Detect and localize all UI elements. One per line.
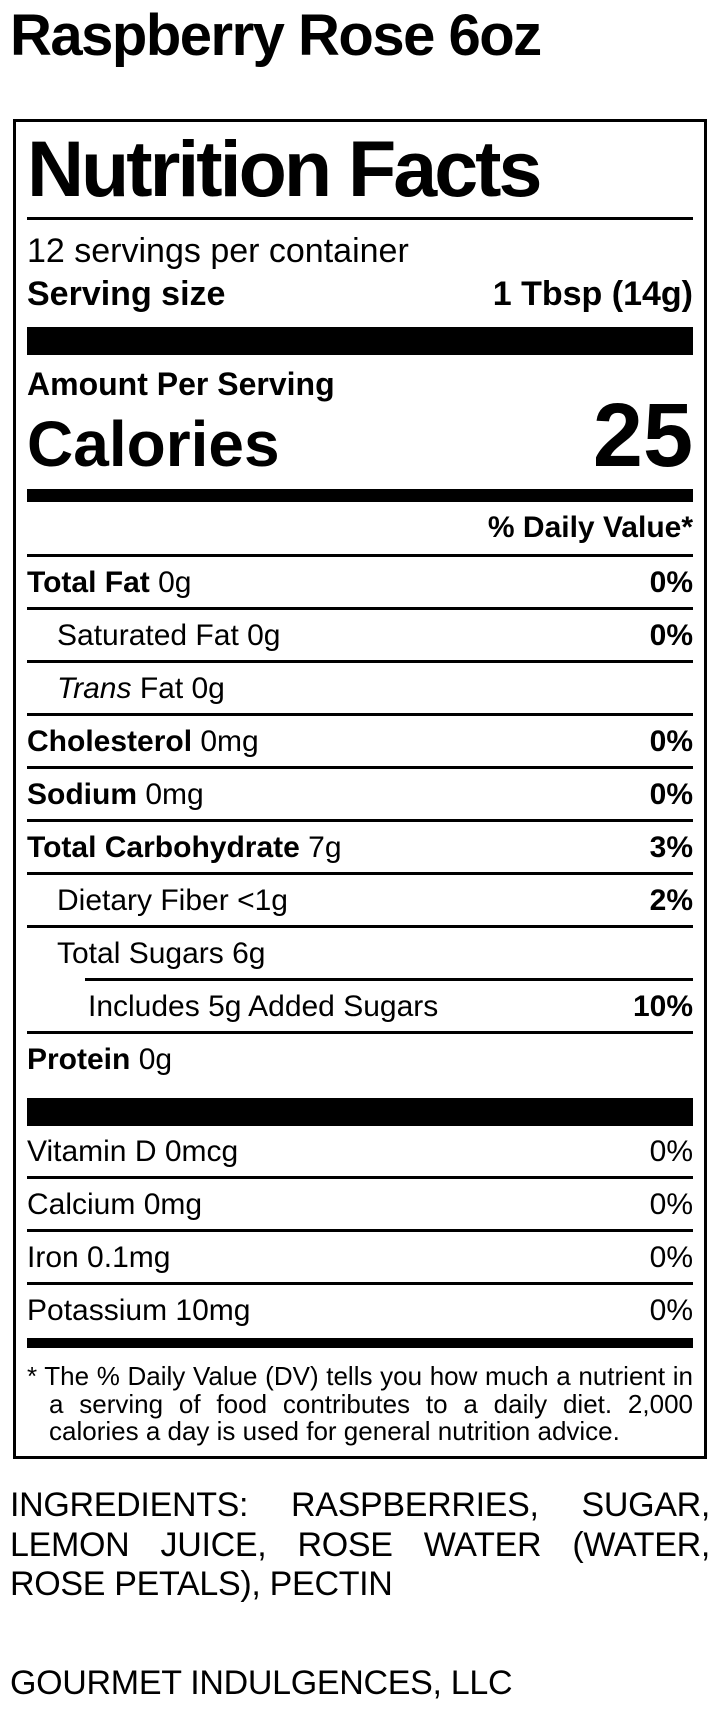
nutrient-amount: 0g [138,1042,173,1076]
vitamin-name: Calcium [27,1187,136,1221]
nutrient-name: Saturated Fat [57,618,239,652]
nutrient-dv: 0% [649,618,693,652]
product-title: Raspberry Rose 6oz [10,3,542,68]
nutrient-row-cholesterol: Cholesterol 0mg 0% [27,712,693,766]
vitamin-dv: 0% [649,1134,693,1168]
nutrient-dv: 3% [649,830,693,864]
nutrient-name: Protein [27,1042,131,1076]
nutrient-amount: 0mg [145,777,204,811]
nutrient-amount: 0mg [200,724,259,758]
nutrient-row-total-fat: Total Fat 0g 0% [27,553,693,607]
nutrient-name: Dietary Fiber [57,883,229,917]
nutrient-name: Total Carbohydrate [27,830,300,864]
nutrient-row-saturated-fat: Saturated Fat 0g 0% [27,606,693,660]
daily-value-footnote: * The % Daily Value (DV) tells you how m… [27,1360,693,1447]
nutrient-dv: 2% [649,883,693,917]
servings-per-container: 12 servings per container [27,232,409,271]
nutrient-row-added-sugars: Includes 5g Added Sugars 10% [27,981,693,1031]
vitamin-amount: 0mcg [164,1134,239,1168]
separator-bar-thick [27,1097,693,1126]
calories-row: Calories 25 [27,385,693,486]
nutrient-row-dietary-fiber: Dietary Fiber <1g 2% [27,871,693,925]
vitamin-dv: 0% [649,1240,693,1274]
nutrient-amount: 7g [308,830,342,864]
nutrient-row-trans-fat: Trans Fat 0g [27,659,693,713]
calories-label: Calories [27,407,280,480]
nutrient-name: Sodium [27,777,137,811]
nutrient-dv: 0% [649,724,693,758]
vitamin-amount: 10mg [175,1293,251,1327]
separator-bar-thick [27,326,693,355]
ingredients-statement: INGREDIENTS: RASPBERRIES, SUGAR, LEMON J… [10,1486,710,1604]
vitamin-dv: 0% [649,1293,693,1327]
manufacturer-name: GOURMET INDULGENCES, LLC [10,1663,513,1702]
serving-size-value: 1 Tbsp (14g) [492,274,693,313]
nutrient-amount: 0g [158,565,192,599]
vitamin-row-potassium: Potassium 10mg 0% [27,1281,693,1335]
separator-bar-medium [27,488,693,502]
vitamin-row-calcium: Calcium 0mg 0% [27,1175,693,1229]
nutrient-row-total-sugars: Total Sugars 6g [27,924,693,978]
nutrient-row-sodium: Sodium 0mg 0% [27,765,693,819]
nutrient-name: Total Sugars [57,936,224,970]
vitamin-name: Iron [27,1240,79,1274]
nutrient-amount: Fat 0g [139,671,225,705]
nutrient-amount: 0g [247,618,281,652]
serving-size-label: Serving size [27,274,226,313]
vitamin-name: Vitamin D [27,1134,157,1168]
vitamin-dv: 0% [649,1187,693,1221]
serving-size-row: Serving size 1 Tbsp (14g) [27,274,693,313]
nutrient-row-protein: Protein 0g [27,1030,693,1084]
vitamin-amount: 0mg [143,1187,203,1221]
vitamin-row-vitamin-d: Vitamin D 0mcg 0% [27,1126,693,1176]
nutrient-amount: <1g [237,883,288,917]
nutrient-row-total-carbohydrate: Total Carbohydrate 7g 3% [27,818,693,872]
calories-value: 25 [592,385,693,486]
nutrient-name: Cholesterol [27,724,193,758]
amount-per-serving-label: Amount Per Serving [27,365,335,402]
nutrient-dv: 10% [632,989,693,1023]
nutrition-facts-heading: Nutrition Facts [27,126,693,221]
daily-value-header: % Daily Value* [487,510,693,544]
nutrient-name: Total Fat [27,565,150,599]
nutrient-amount: 6g [232,936,266,970]
nutrient-name: Includes 5g Added Sugars [88,989,439,1023]
nutrient-name: Trans [57,671,132,705]
indented-rule [85,977,693,981]
vitamin-name: Potassium [27,1293,168,1327]
nutrient-dv: 0% [649,565,693,599]
separator-bar-thin [27,1337,693,1348]
vitamin-row-iron: Iron 0.1mg 0% [27,1228,693,1282]
nutrient-dv: 0% [649,777,693,811]
nutrition-facts-label: Nutrition Facts 12 servings per containe… [13,118,707,1460]
vitamin-amount: 0.1mg [87,1240,171,1274]
